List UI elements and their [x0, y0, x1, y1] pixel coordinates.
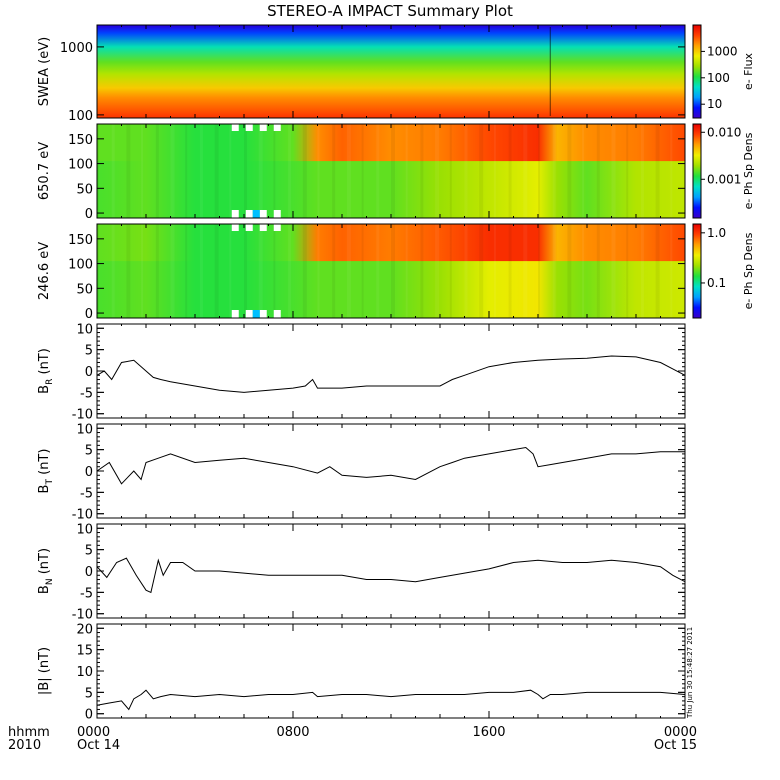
trace-bt — [96, 446, 685, 485]
colorbar — [692, 24, 702, 119]
y-tick-label: 10 — [76, 522, 93, 537]
data-gap — [273, 210, 281, 218]
plot-title: STEREO-A IMPACT Summary Plot — [267, 2, 513, 20]
y-tick-label: 20 — [76, 622, 93, 637]
data-gap — [245, 124, 253, 131]
y-tick-label: 5 — [85, 544, 93, 559]
y-tick-label: 50 — [76, 182, 93, 197]
pad-high-angle — [97, 124, 685, 163]
y-tick-label: 100 — [68, 258, 93, 273]
data-gap — [231, 310, 239, 318]
data-gap — [273, 310, 281, 318]
data-gap — [259, 310, 267, 318]
y-tick-label: 5 — [85, 444, 93, 459]
y-tick-label: 10 — [76, 322, 93, 337]
data-gap — [245, 210, 253, 218]
swea-spectrogram — [97, 25, 685, 118]
y-tick-label: 50 — [76, 282, 93, 297]
timestamp-label: Thu Jun 30 15:48:27 2011 — [686, 627, 694, 719]
pad-high-angle — [97, 224, 685, 263]
pad-low-angle — [97, 161, 685, 218]
trace-bmag — [96, 689, 686, 711]
panel-pad246: 0.1 1.0 e- Ph Sp Dens 0 50 100 150 246.6 eV — [37, 223, 755, 322]
colorbar-tick-label: 1000 — [707, 44, 738, 58]
data-gap — [273, 224, 281, 231]
y-tick-label: 0 — [85, 708, 93, 723]
plot-frame — [96, 323, 686, 419]
y-tick-label: 1000 — [60, 41, 93, 56]
y-axis-label: 246.6 eV — [37, 242, 52, 300]
time-tick-label: 1600 — [472, 725, 505, 740]
y-tick-label: -5 — [80, 486, 93, 501]
y-tick-label: 150 — [68, 233, 93, 248]
plot-frame — [96, 523, 686, 619]
y-axis-label: 650.7 eV — [37, 142, 52, 200]
panel-br: -10 -5 0 5 10 BR (nT) — [37, 322, 686, 423]
y-tick-label: 0 — [85, 365, 93, 380]
date-tick-label: Oct 15 — [654, 738, 697, 753]
time-tick-label: 0000 — [664, 725, 697, 740]
y-tick-label: 0 — [85, 307, 93, 322]
y-tick-label: 100 — [68, 109, 93, 124]
colorbar — [692, 123, 702, 219]
colorbar-label: e- Flux — [742, 52, 755, 90]
plot-frame — [96, 623, 686, 719]
time-tick-label: 0000 — [77, 725, 110, 740]
colorbar-tick-label: 0.010 — [707, 125, 741, 139]
colorbar-label: e- Ph Sp Dens — [742, 232, 755, 309]
pad-low-angle — [97, 261, 685, 318]
y-axis-label: |B| (nT) — [37, 647, 52, 695]
y-tick-label: -10 — [72, 408, 93, 423]
y-axis-label: SWEA (eV) — [37, 37, 52, 106]
panel-bn: -10 -5 0 5 10 BN (nT) — [37, 522, 686, 623]
y-tick-label: 10 — [76, 665, 93, 680]
panel-swea: 10 100 1000 e- Flux 100 1000 SWEA (eV) — [37, 24, 755, 124]
trace-br — [96, 355, 686, 393]
y-tick-label: -5 — [80, 586, 93, 601]
data-gap — [259, 224, 267, 231]
data-gap — [245, 310, 253, 318]
colorbar-tick-label: 1.0 — [707, 226, 726, 240]
time-tick-label: 0800 — [276, 725, 309, 740]
y-tick-label: 0 — [85, 207, 93, 222]
y-tick-label: 150 — [68, 133, 93, 148]
colorbar — [692, 223, 702, 319]
trace-bn — [96, 557, 686, 594]
y-axis-label: BR (nT) — [37, 348, 55, 394]
data-gap — [273, 124, 281, 131]
panel-bt: -10 -5 0 5 10 BT (nT) — [37, 422, 686, 523]
data-gap — [245, 224, 253, 231]
y-tick-label: 15 — [76, 644, 93, 659]
y-tick-label: 100 — [68, 158, 93, 173]
y-tick-label: 0 — [85, 465, 93, 480]
y-tick-label: 10 — [76, 422, 93, 437]
plot-frame — [96, 423, 686, 519]
data-gap — [231, 210, 239, 218]
y-tick-label: 5 — [85, 686, 93, 701]
y-tick-label: -5 — [80, 386, 93, 401]
y-axis-label: BT (nT) — [37, 449, 55, 494]
y-axis-label: BN (nT) — [37, 548, 55, 594]
y-tick-label: 5 — [85, 344, 93, 359]
panel-bmag: 0 5 10 15 20 |B| (nT) — [37, 622, 686, 723]
y-tick-label: -10 — [72, 508, 93, 523]
y-tick-label: -10 — [72, 608, 93, 623]
data-gap — [259, 124, 267, 131]
data-gap — [231, 224, 239, 231]
colorbar-tick-label: 100 — [707, 71, 730, 85]
time-axis-label-hhmm: hhmm — [8, 725, 50, 740]
date-tick-label: Oct 14 — [77, 738, 120, 753]
y-tick-label: 0 — [85, 565, 93, 580]
colorbar-tick-label: 10 — [707, 97, 722, 111]
data-gap — [231, 124, 239, 131]
colorbar-tick-label: 0.1 — [707, 276, 726, 290]
data-gap — [259, 210, 267, 218]
colorbar-tick-label: 0.001 — [707, 172, 741, 186]
colorbar-label: e- Ph Sp Dens — [742, 132, 755, 209]
time-axis-label-year: 2010 — [8, 738, 41, 753]
